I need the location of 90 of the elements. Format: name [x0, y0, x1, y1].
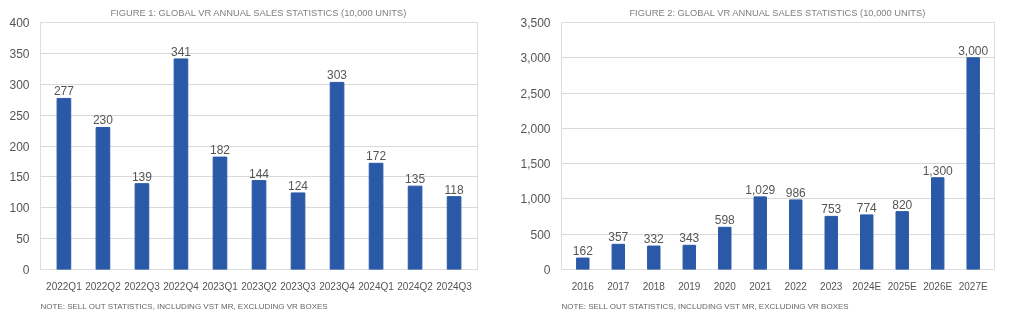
x-tick-label: 2022Q3	[124, 280, 161, 292]
data-label: 341	[170, 44, 192, 59]
bar	[895, 211, 909, 270]
x-tick-label: 2022Q1	[46, 280, 83, 292]
bar	[251, 180, 267, 270]
data-label: 303	[327, 68, 348, 83]
data-label: 986	[785, 185, 807, 200]
bar	[134, 183, 150, 270]
y-tick-label: 3,500	[520, 16, 551, 30]
y-tick-label: 0	[543, 263, 551, 277]
y-tick-label: 400	[9, 16, 30, 30]
y-tick-label: 350	[9, 46, 30, 61]
y-tick-label: 2,000	[520, 121, 551, 136]
bar	[860, 214, 874, 270]
x-tick-label: 2024Q1	[358, 280, 395, 292]
x-tick-label: 2023Q4	[319, 280, 356, 292]
x-tick-label: 2024E	[852, 280, 882, 292]
x-tick-label: 2020	[713, 280, 737, 292]
bar	[56, 97, 72, 270]
bar	[966, 57, 980, 270]
bar	[789, 199, 803, 270]
bar	[718, 226, 732, 270]
y-tick-label: 3,000	[520, 51, 551, 66]
data-label: 124	[288, 178, 309, 193]
bar	[329, 81, 345, 270]
x-tick-label: 2022Q4	[163, 280, 200, 292]
x-tick-label: 2023Q3	[280, 280, 317, 292]
y-tick-label: 250	[9, 108, 30, 123]
bar	[95, 126, 111, 270]
data-label: 172	[366, 149, 387, 164]
data-label: 598	[714, 213, 736, 228]
y-tick-label: 150	[9, 170, 30, 185]
bar	[682, 244, 696, 270]
data-label: 357	[608, 230, 629, 245]
y-tick-label: 2,500	[520, 86, 551, 101]
y-tick-label: 1,500	[520, 157, 551, 172]
x-tick-label: 2026E	[923, 280, 953, 292]
data-label: 277	[53, 84, 75, 99]
bar	[931, 177, 945, 270]
data-label: 343	[679, 231, 700, 246]
y-tick-label: 1,000	[520, 192, 551, 207]
data-label: 118	[444, 182, 464, 197]
text: NOTE: SELL OUT STATISTICS, INCLUDING VST MR, EXCLUDING VR BOXES	[40, 301, 328, 311]
bar	[824, 215, 838, 270]
data-label: 230	[92, 113, 114, 128]
x-tick-label: 2023	[820, 280, 843, 292]
bar	[753, 196, 767, 270]
y-tick-label: 0	[22, 263, 30, 277]
data-label: 332	[643, 232, 665, 247]
x-tick-label: 2021	[749, 280, 772, 292]
data-label: 1,029	[745, 182, 776, 197]
data-label: 774	[856, 200, 878, 215]
bar	[212, 156, 228, 270]
x-tick-label: 2027E	[958, 280, 988, 292]
bar	[407, 185, 423, 270]
y-tick-label: 100	[9, 201, 30, 216]
x-tick-label: 2025E	[887, 280, 918, 292]
chart-title: FIGURE 1: GLOBAL VR ANNUAL SALES STATISTICS (10,000 UNITS)	[110, 7, 407, 18]
x-tick-label: 2019	[678, 280, 701, 292]
x-tick-label: 2022	[784, 280, 808, 292]
data-label: 3,000	[958, 43, 989, 58]
data-label: 144	[248, 166, 270, 181]
data-label: 753	[821, 202, 842, 217]
bar	[446, 196, 462, 270]
x-tick-label: 2023Q2	[241, 280, 278, 292]
chart-title: FIGURE 2: GLOBAL VR ANNUAL SALES STATISTICS (10,000 UNITS)	[629, 7, 926, 18]
y-tick-label: 500	[530, 227, 551, 242]
bar	[290, 192, 306, 270]
data-label: 1,300	[922, 163, 954, 178]
x-tick-label: 2016	[571, 280, 595, 292]
bar	[368, 162, 384, 270]
data-label: 139	[131, 169, 153, 184]
x-tick-label: 2022Q2	[85, 280, 122, 292]
data-label: 820	[892, 197, 913, 212]
bar	[173, 58, 189, 270]
data-label: 135	[405, 172, 426, 187]
bar	[647, 245, 661, 270]
x-tick-label: 2024Q3	[436, 280, 473, 292]
x-tick-label: 2023Q1	[202, 280, 239, 292]
y-tick-label: 300	[9, 77, 30, 92]
bar	[576, 257, 590, 270]
data-label: 182	[209, 143, 231, 158]
y-tick-label: 200	[9, 139, 30, 154]
data-label: 162	[572, 244, 594, 259]
x-tick-label: 2018	[642, 280, 666, 292]
y-tick-label: 50	[16, 232, 30, 247]
x-tick-label: 2017	[607, 280, 630, 292]
x-tick-label: 2024Q2	[397, 280, 434, 292]
text: NOTE: SELL OUT STATISTICS, INCLUDING VST MR, EXCLUDING VR BOXES	[561, 301, 849, 311]
bar	[611, 243, 625, 270]
